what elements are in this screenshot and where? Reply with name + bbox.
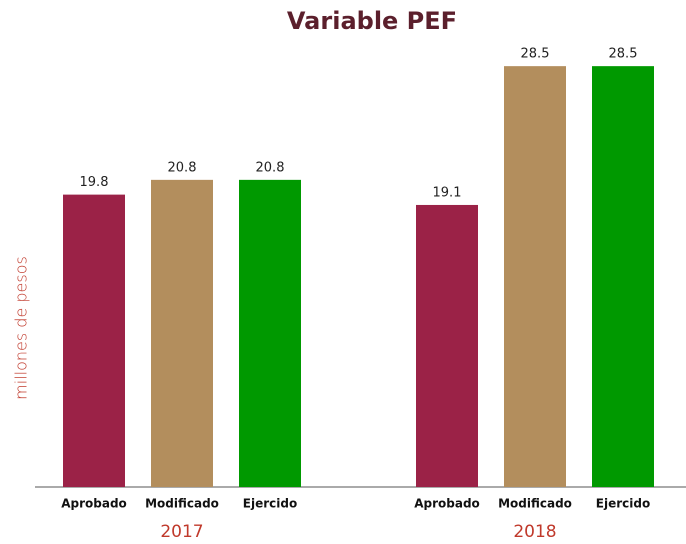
bar (592, 66, 654, 488)
category-label: Aprobado (61, 497, 127, 511)
value-label: 19.8 (80, 175, 109, 190)
bar (504, 66, 566, 488)
chart-title: Variable PEF (287, 7, 457, 35)
category-label: Aprobado (414, 497, 480, 511)
group-label: 2017 (160, 522, 203, 542)
value-label: 28.5 (609, 47, 638, 62)
value-label: 28.5 (521, 47, 550, 62)
bar (63, 194, 125, 487)
value-label: 20.8 (168, 160, 197, 175)
y-axis-label: millones de pesos (12, 256, 31, 400)
value-label: 20.8 (256, 160, 285, 175)
category-label: Modificado (498, 497, 572, 511)
group-label: 2018 (513, 522, 556, 542)
bar (239, 179, 301, 487)
bar (416, 204, 478, 487)
category-label: Ejercido (596, 497, 650, 511)
value-label: 19.1 (433, 185, 462, 200)
bar (151, 179, 213, 487)
category-label: Modificado (145, 497, 219, 511)
category-label: Ejercido (243, 497, 297, 511)
